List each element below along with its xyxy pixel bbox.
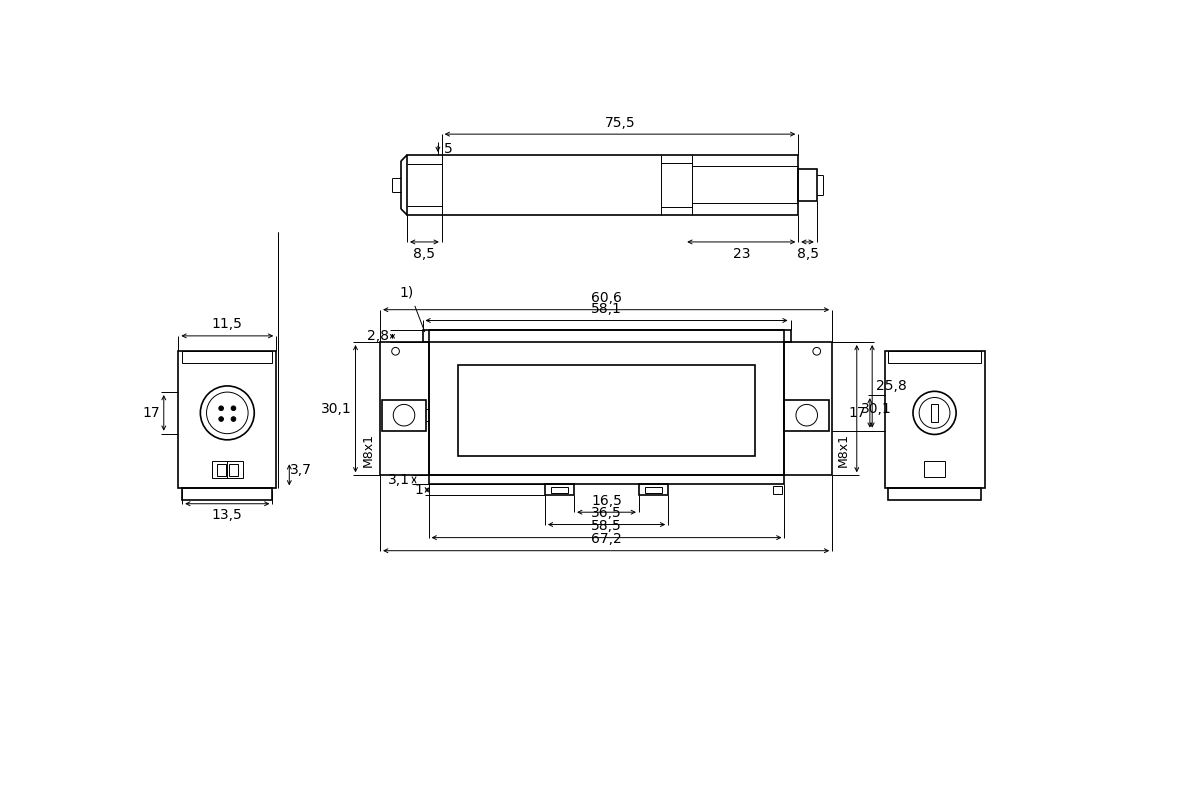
Bar [428, 331, 785, 475]
Circle shape [232, 417, 235, 422]
Text: 30,1: 30,1 [320, 402, 352, 416]
Text: 60,6: 60,6 [590, 291, 622, 305]
Bar [182, 489, 272, 500]
Circle shape [218, 417, 223, 422]
Text: 13,5: 13,5 [212, 508, 242, 522]
Text: 5: 5 [444, 142, 452, 155]
Bar [888, 351, 980, 363]
Bar [422, 331, 791, 342]
Bar [785, 342, 832, 475]
Text: 3,7: 3,7 [290, 463, 312, 477]
Text: 75,5: 75,5 [605, 116, 635, 130]
Text: 3,1: 3,1 [388, 473, 410, 487]
Bar [798, 169, 817, 201]
Bar [888, 489, 980, 500]
Text: 36,5: 36,5 [592, 506, 622, 520]
Bar [458, 365, 755, 456]
Text: 58,1: 58,1 [592, 302, 622, 316]
Text: 17: 17 [848, 406, 866, 420]
Bar [545, 485, 574, 495]
Text: 8,5: 8,5 [797, 246, 818, 261]
Bar [407, 155, 798, 215]
Text: 16,5: 16,5 [592, 493, 622, 508]
Text: 17: 17 [143, 406, 160, 420]
Bar [216, 464, 226, 476]
Text: 1: 1 [414, 483, 424, 497]
Bar [884, 351, 985, 489]
Text: 2,8: 2,8 [367, 329, 389, 344]
Bar [229, 464, 238, 476]
Text: 8,5: 8,5 [414, 246, 436, 261]
Bar [646, 487, 662, 493]
Text: 1): 1) [400, 285, 414, 300]
Bar [380, 342, 428, 475]
Text: 58,5: 58,5 [592, 519, 622, 533]
Bar [182, 351, 272, 363]
Bar [212, 461, 242, 478]
Bar [638, 485, 668, 495]
Bar [785, 400, 829, 430]
Text: M8x1: M8x1 [838, 433, 850, 467]
Text: 67,2: 67,2 [590, 532, 622, 546]
Bar [383, 400, 426, 430]
Text: 25,8: 25,8 [876, 379, 907, 393]
Bar [773, 486, 782, 493]
Bar [179, 351, 276, 489]
Text: 23: 23 [732, 246, 750, 261]
Text: 11,5: 11,5 [212, 317, 242, 332]
Text: 30,1: 30,1 [860, 402, 892, 416]
Circle shape [218, 406, 223, 410]
Bar [551, 487, 568, 493]
Bar [924, 461, 946, 477]
Bar [428, 475, 785, 485]
Bar [931, 403, 938, 422]
Text: M8x1: M8x1 [362, 433, 376, 467]
Circle shape [232, 406, 235, 410]
